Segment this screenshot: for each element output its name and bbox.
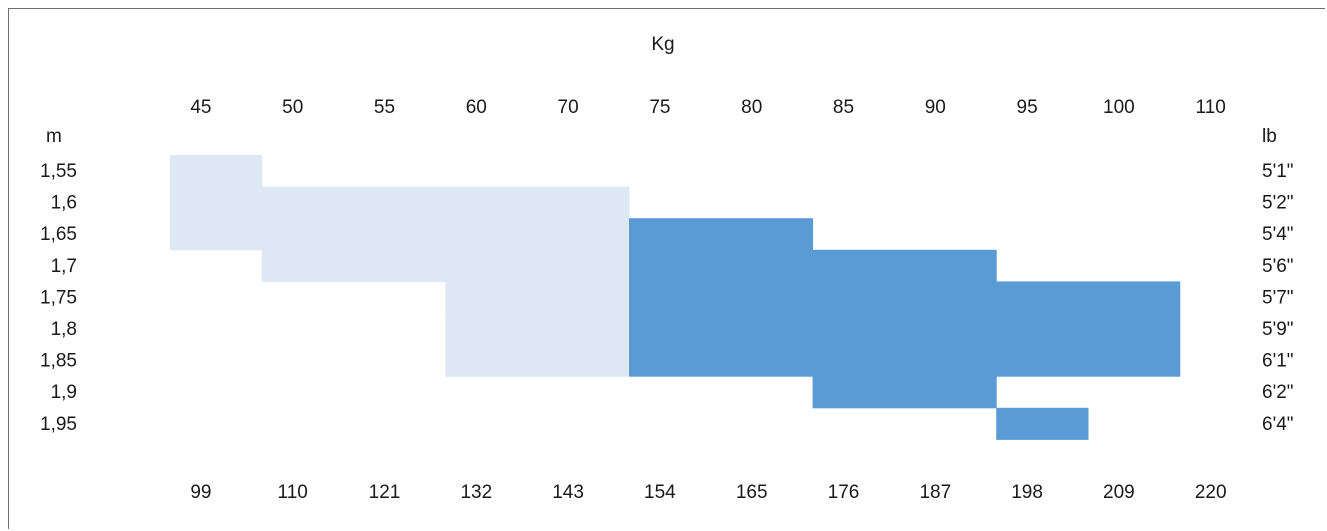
left-tick-label: 1,6 [51,193,77,214]
heat-cell-light [170,155,263,188]
left-tick-label: 1,8 [51,319,77,340]
left-tick-label: 1,85 [40,351,77,372]
top-tick-label: 55 [374,97,395,118]
bottom-tick-label: 132 [460,482,492,503]
top-tick-label: 110 [1196,97,1226,118]
bottom-tick-label: 176 [828,482,860,503]
heat-cell-dark [629,249,997,282]
heat-cell-dark [812,376,997,409]
right-tick-label: 6'1" [1262,351,1294,372]
heat-cell-light [445,344,630,377]
bottom-tick-label: 187 [919,482,951,503]
right-tick-label: 5'1" [1262,161,1294,182]
heat-cell-light [170,218,630,251]
heat-cell-light [261,249,630,282]
left-tick-label: 1,75 [40,287,77,308]
heat-cell-light [445,281,630,314]
bottom-tick-label: 209 [1103,482,1135,503]
top-tick-label: 90 [925,97,946,118]
right-axis-ticks: 5'1" 5'2" 5'4" 5'6" 5'7" 5'9" 6'1" 6'2" 6'4" [1262,161,1294,435]
top-tick-label: 60 [466,97,487,118]
cells-layer [170,155,1181,440]
left-tick-label: 1,9 [51,382,77,403]
bottom-tick-label: 121 [369,482,401,503]
heat-cell-dark [629,344,1181,377]
heat-cell-light [445,313,630,346]
heat-cell-light [170,186,630,219]
bottom-tick-label: 165 [736,482,768,503]
left-tick-label: 1,65 [40,224,77,245]
right-tick-label: 5'7" [1262,287,1294,308]
left-tick-label: 1,7 [51,256,77,277]
bottom-tick-label: 154 [644,482,676,503]
top-tick-label: 95 [1017,97,1038,118]
heat-cell-dark [996,407,1089,440]
bottom-tick-label: 198 [1011,482,1043,503]
right-tick-label: 5'6" [1262,256,1294,277]
heat-cell-dark [629,313,1181,346]
left-axis-unit: m [46,126,62,147]
bottom-tick-label: 220 [1195,482,1227,503]
right-tick-label: 6'2" [1262,382,1294,403]
bottom-tick-label: 110 [278,482,308,503]
left-tick-label: 1,95 [40,414,77,435]
top-tick-label: 45 [190,97,211,118]
top-axis-unit: Kg [651,34,674,55]
right-tick-label: 6'4" [1262,414,1294,435]
heat-cell-dark [629,281,1181,314]
top-tick-label: 50 [282,97,303,118]
right-tick-label: 5'4" [1262,224,1294,245]
top-axis-ticks: 45 50 55 60 70 75 80 85 90 95 100 110 [190,97,1226,118]
top-tick-label: 80 [741,97,762,118]
heat-cell-dark [629,218,814,251]
right-tick-label: 5'9" [1262,319,1294,340]
left-axis-ticks: 1,55 1,6 1,65 1,7 1,75 1,8 1,85 1,9 1,95 [40,161,77,435]
top-tick-label: 100 [1103,97,1135,118]
bottom-axis-ticks: 99 110 121 132 143 154 165 176 187 198 209 220 [190,482,1226,503]
top-tick-label: 70 [558,97,579,118]
left-tick-label: 1,55 [40,161,77,182]
right-tick-label: 5'2" [1262,193,1294,214]
bottom-tick-label: 143 [552,482,584,503]
chart-frame [8,8,1325,529]
top-tick-label: 85 [833,97,854,118]
bottom-tick-label: 99 [190,482,211,503]
right-axis-unit: lb [1262,126,1277,147]
top-tick-label: 75 [649,97,670,118]
